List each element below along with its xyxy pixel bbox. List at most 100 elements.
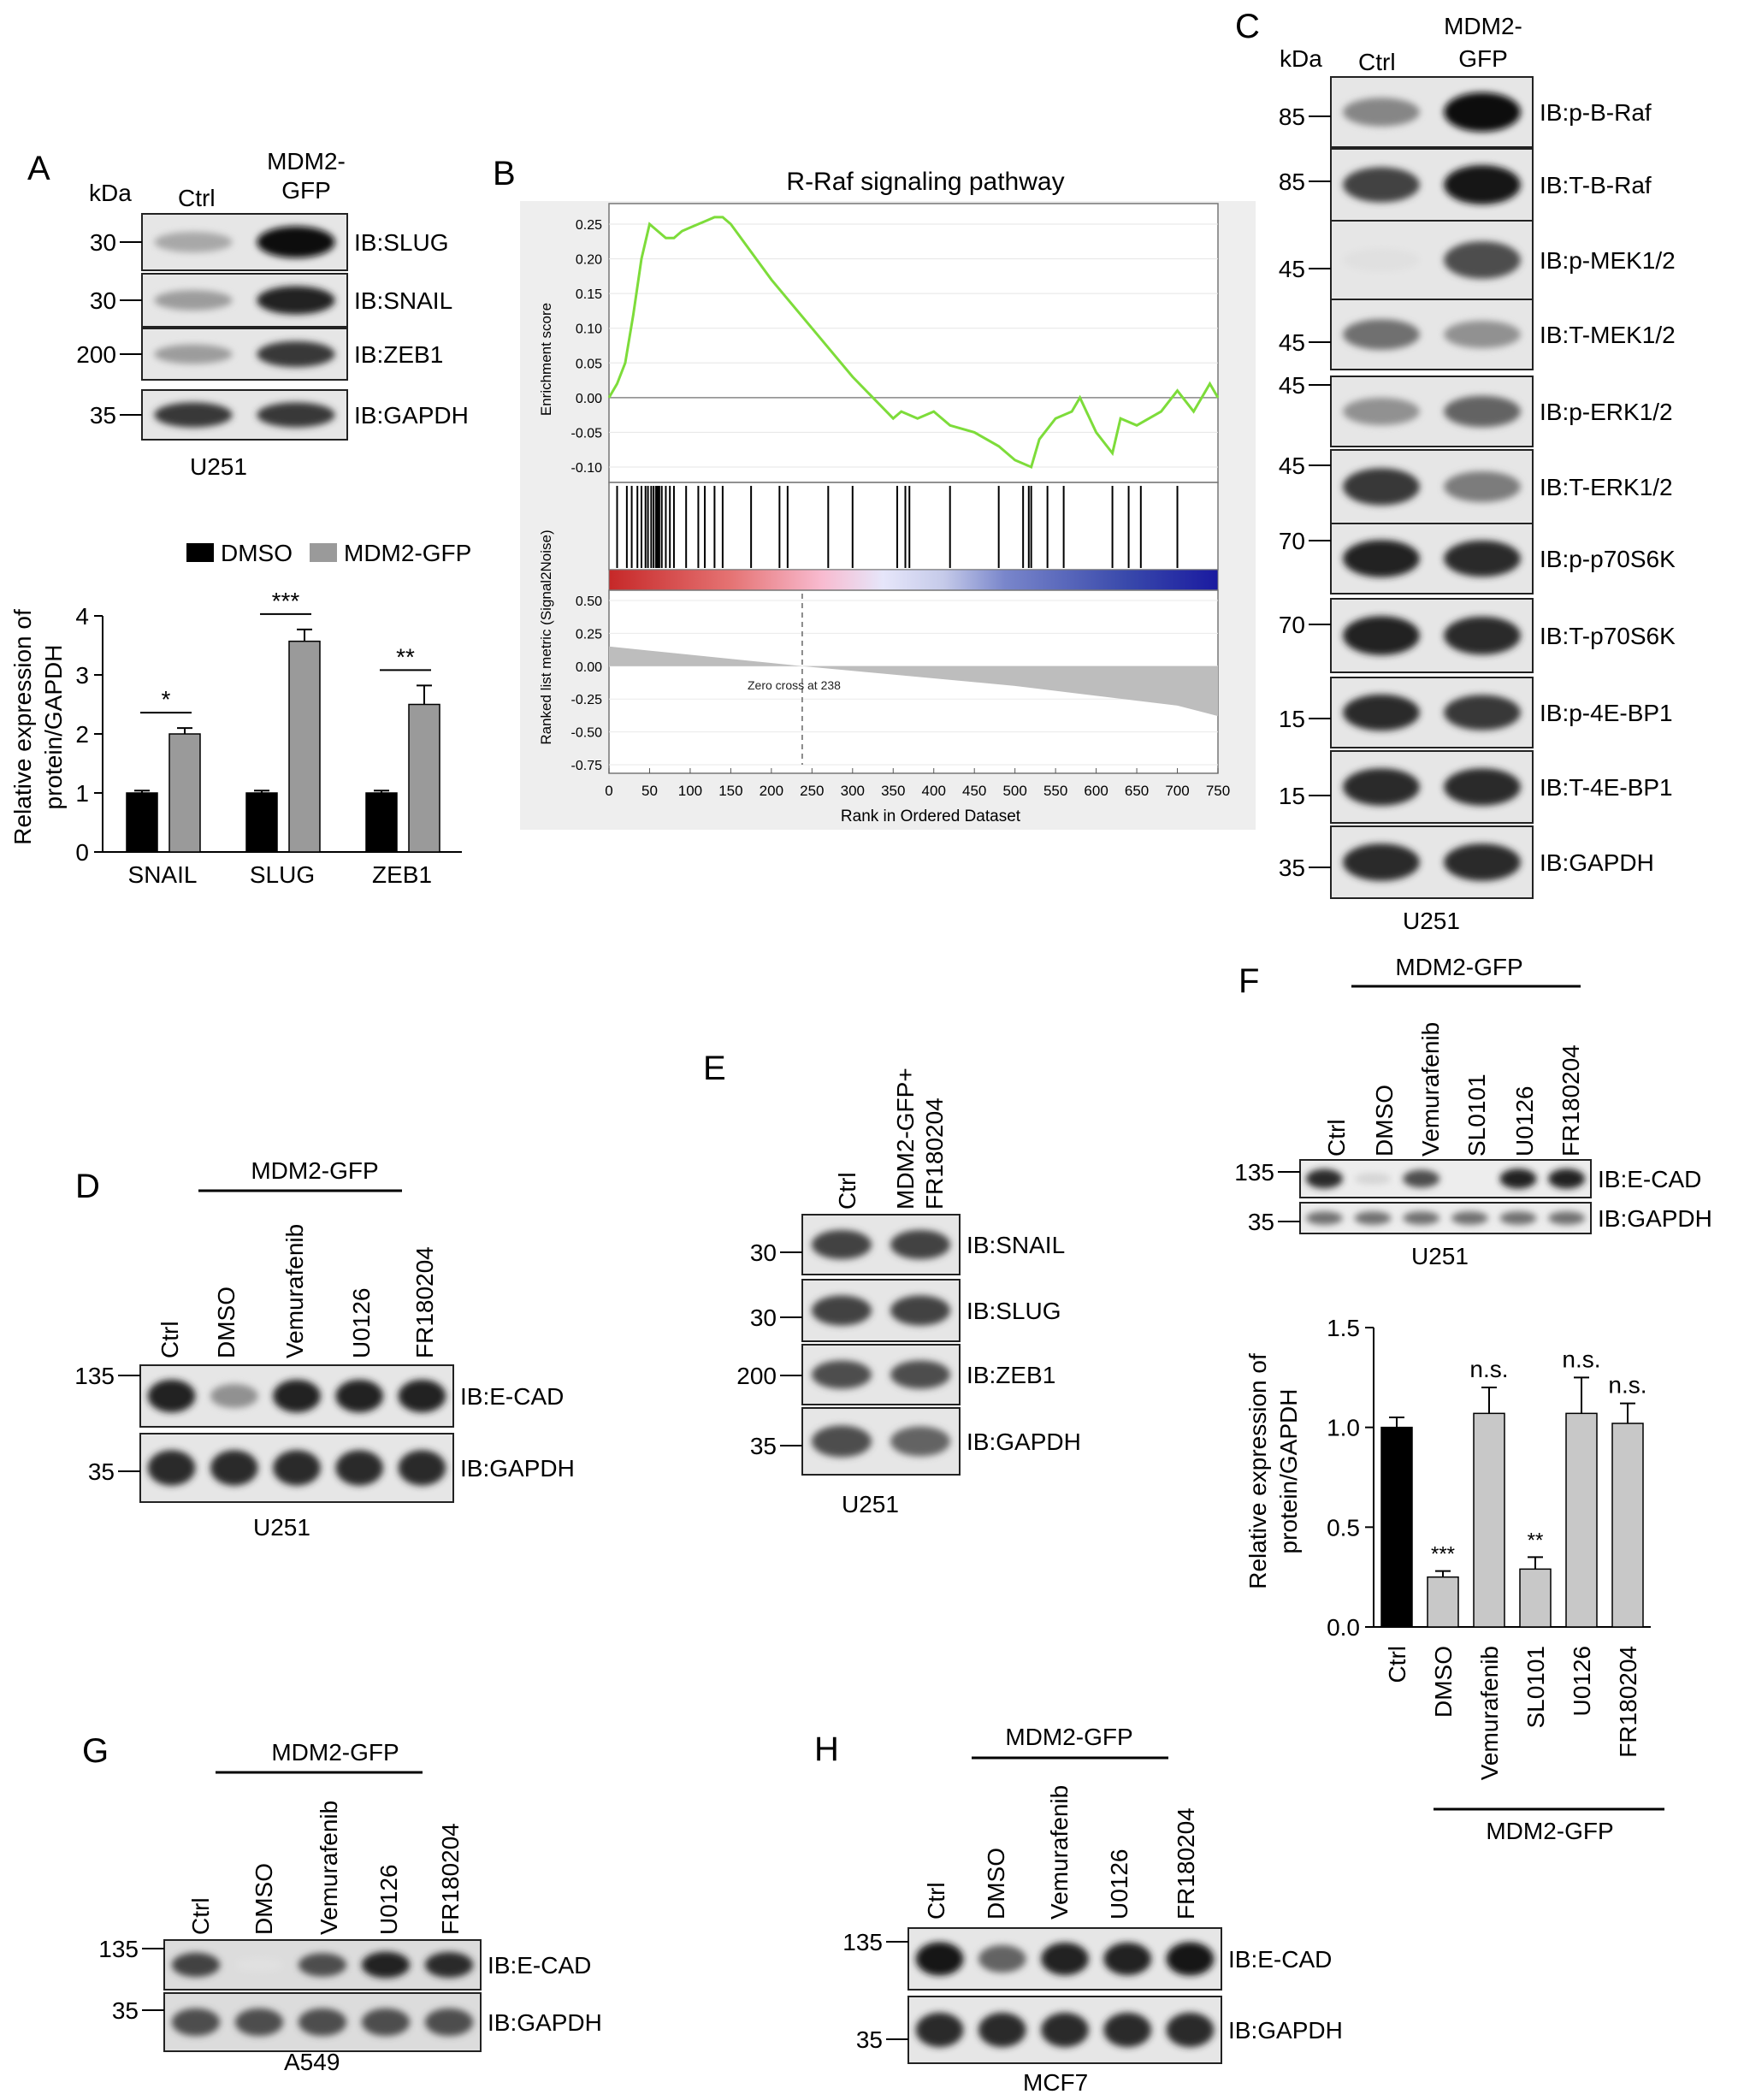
panel-a-legend-swatch-dmso xyxy=(186,543,214,562)
blot-antibody-label: IB:ZEB1 xyxy=(354,341,443,368)
blot-antibody-label: IB:T-ERK1/2 xyxy=(1540,474,1673,500)
panel-b-title: R-Raf signaling pathway xyxy=(786,168,1064,196)
marker-weight-label: 135 xyxy=(842,1929,883,1955)
x-tick-label: 50 xyxy=(641,783,658,799)
rank-heatmap-bar xyxy=(608,569,1219,591)
blot-antibody-label: IB:SLUG xyxy=(967,1298,1061,1324)
protein-band xyxy=(812,1229,872,1260)
panel-letter-g: G xyxy=(82,1732,109,1770)
significance-label: n.s. xyxy=(1608,1372,1646,1399)
protein-band xyxy=(1451,1211,1488,1225)
blot-antibody-label: IB:GAPDH xyxy=(967,1429,1081,1455)
marker-weight-label: 15 xyxy=(1279,783,1305,809)
marker-weight-label: 35 xyxy=(112,1997,139,2024)
protein-band xyxy=(273,1450,321,1486)
panel-g-cell-line: A549 xyxy=(284,2049,340,2075)
lane-label: DMSO xyxy=(1371,1085,1398,1156)
protein-band xyxy=(1444,92,1521,132)
x-tick-label: 100 xyxy=(678,783,702,799)
panel-h-blot-strips: 135 IB:E-CAD 35 IB:GAPDH xyxy=(842,1927,1343,2064)
panel-e-blot-strips: 30 IB:SNAIL 30 IB:SLUG 200 IB:ZEB1 35 IB:GAPDH xyxy=(736,1214,1081,1476)
es-y-tick-label: -0.10 xyxy=(571,461,603,476)
panel-b-chart-marks: 0.25 0.20 0.15 0.10 0.05 0.00 -0.05 -0.10 0.50 0.… xyxy=(571,203,1230,799)
protein-band xyxy=(1444,695,1521,731)
marker-weight-label: 35 xyxy=(1279,855,1305,881)
blot-antibody-label: IB:GAPDH xyxy=(354,402,469,429)
blot-antibody-label: IB:GAPDH xyxy=(1598,1205,1712,1232)
panel-b-gsea-plot: R-Raf signaling pathway Enrichment score… xyxy=(520,168,1256,830)
protein-band xyxy=(1499,1168,1537,1189)
protein-band xyxy=(812,1295,872,1326)
panel-d-lane-labels: Ctrl DMSO Vemurafenib U0126 FR180204 xyxy=(157,1224,438,1358)
panel-f-cell-line: U251 xyxy=(1411,1243,1469,1269)
rank-y-tick-label: 0.50 xyxy=(576,595,602,609)
blot-antibody-label: IB:SNAIL xyxy=(967,1232,1065,1258)
y-tick-label: 1.0 xyxy=(1327,1415,1360,1441)
protein-band xyxy=(234,1957,284,1973)
marker-weight-label: 135 xyxy=(74,1363,115,1389)
lane-label: FR180204 xyxy=(411,1246,438,1358)
marker-weight-label: 200 xyxy=(76,341,116,368)
y-tick-label: 0.5 xyxy=(1327,1514,1360,1541)
protein-band xyxy=(1166,2012,1215,2048)
blot-antibody-label: IB:GAPDH xyxy=(488,2009,602,2036)
x-tick-label: 700 xyxy=(1165,783,1189,799)
es-y-tick-label: -0.05 xyxy=(571,426,603,441)
panel-e-cell-line: U251 xyxy=(842,1491,899,1517)
lane-label: MDM2-GFP+ FR180204 xyxy=(892,1068,948,1210)
x-tick-label: 200 xyxy=(760,783,783,799)
protein-band xyxy=(424,1951,474,1979)
protein-band xyxy=(978,2012,1026,2048)
blot-antibody-label: IB:p-p70S6K xyxy=(1540,546,1676,572)
x-tick-label: 600 xyxy=(1084,783,1108,799)
blot-antibody-label: IB:E-CAD xyxy=(1598,1166,1701,1192)
protein-band xyxy=(171,2008,221,2037)
panel-f-blot-strip xyxy=(1299,1159,1592,1198)
y-tick-label: 1.5 xyxy=(1327,1315,1360,1341)
panel-h-lane-labels: Ctrl DMSO Vemurafenib U0126 FR180204 xyxy=(923,1785,1199,1920)
marker-weight-label: 30 xyxy=(750,1239,777,1266)
x-tick-label: FR180204 xyxy=(1615,1646,1641,1758)
x-tick-label: DMSO xyxy=(1430,1646,1457,1718)
lane-label: U0126 xyxy=(1106,1849,1132,1920)
panel-f-chart-group-label: MDM2-GFP xyxy=(1486,1818,1613,1844)
protein-band xyxy=(890,1426,950,1457)
panel-g-western-blot: MDM2-GFP Ctrl DMSO Vemurafenib U0126 FR18020… xyxy=(98,1739,602,2075)
marker-weight-label: 70 xyxy=(1279,528,1305,554)
protein-band xyxy=(1444,616,1521,655)
significance-label: ** xyxy=(1528,1529,1544,1552)
panel-f-blot-strip xyxy=(1299,1202,1592,1234)
protein-band xyxy=(298,1953,347,1977)
x-tick-label: ZEB1 xyxy=(372,861,432,888)
protein-band xyxy=(890,1229,950,1260)
panel-a-blot-strips: 30 IB:SLUG 30 IB:SNAIL 200 IB:ZEB1 35 IB:GAPDH xyxy=(76,213,469,441)
marker-weight-label: 35 xyxy=(750,1433,777,1459)
marker-weight-label: 45 xyxy=(1279,256,1305,282)
panel-c-lane-label-ctrl: Ctrl xyxy=(1358,49,1396,75)
protein-band xyxy=(1444,470,1521,503)
x-tick-label: Ctrl xyxy=(1384,1646,1410,1683)
x-tick-label: Vemurafenib xyxy=(1476,1646,1503,1780)
protein-band xyxy=(1343,616,1420,655)
panel-c-western-blot: kDa Ctrl MDM2-GFP 85 IB:p-B-Raf 85 IB:T-B-R… xyxy=(1279,13,1676,934)
protein-band xyxy=(1305,1211,1343,1225)
blot-antibody-label: IB:E-CAD xyxy=(488,1952,591,1979)
lane-label: U0126 xyxy=(348,1287,375,1358)
protein-band xyxy=(1166,1942,1215,1976)
panel-b-es-y-label: Enrichment score xyxy=(538,303,554,416)
x-tick-label: 400 xyxy=(922,783,946,799)
panel-d-cell-line: U251 xyxy=(253,1514,310,1541)
x-tick-label: SNAIL xyxy=(128,861,198,888)
panel-c-blot-strips: 85 IB:p-B-Raf 85 IB:T-B-Raf 45 IB:p-MEK1/2 45 I… xyxy=(1279,76,1676,899)
panel-b-rank-y-label: Ranked list metric (Signal2Noise) xyxy=(538,529,554,744)
marker-weight-label: 15 xyxy=(1279,706,1305,732)
bar xyxy=(1519,1568,1552,1628)
protein-band xyxy=(1548,1211,1586,1225)
rank-y-tick-label: -0.50 xyxy=(571,726,603,741)
marker-weight-label: 135 xyxy=(98,1936,139,1962)
lane-label: Vemurafenib xyxy=(1417,1022,1444,1156)
protein-band xyxy=(1403,1169,1440,1188)
rank-y-tick-label: -0.25 xyxy=(571,693,603,707)
protein-band xyxy=(147,1379,196,1413)
